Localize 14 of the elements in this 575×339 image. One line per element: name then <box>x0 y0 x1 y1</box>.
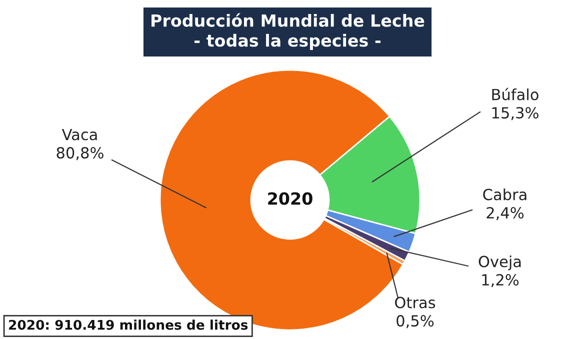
slice-label: Cabra <box>483 188 526 200</box>
data-label: 2,4% <box>486 207 524 220</box>
text: 2020 <box>268 192 312 205</box>
chart-title: Producción Mundial de Leche <box>152 13 424 27</box>
data-label: 15,3% <box>492 107 538 120</box>
slice-label: Vaca <box>62 128 97 140</box>
slice-label: Búfalo <box>492 88 538 100</box>
data-label: 0,5% <box>396 315 434 328</box>
slice-label: Oveja <box>478 255 521 270</box>
slice-label: Otras <box>395 296 436 308</box>
data-label: 1,2% <box>482 274 519 288</box>
text: 2020: 910.419 millones de litros <box>9 320 248 330</box>
data-label: 80,8% <box>56 147 104 160</box>
chart-subtitle: - todas la especies - <box>194 34 380 50</box>
